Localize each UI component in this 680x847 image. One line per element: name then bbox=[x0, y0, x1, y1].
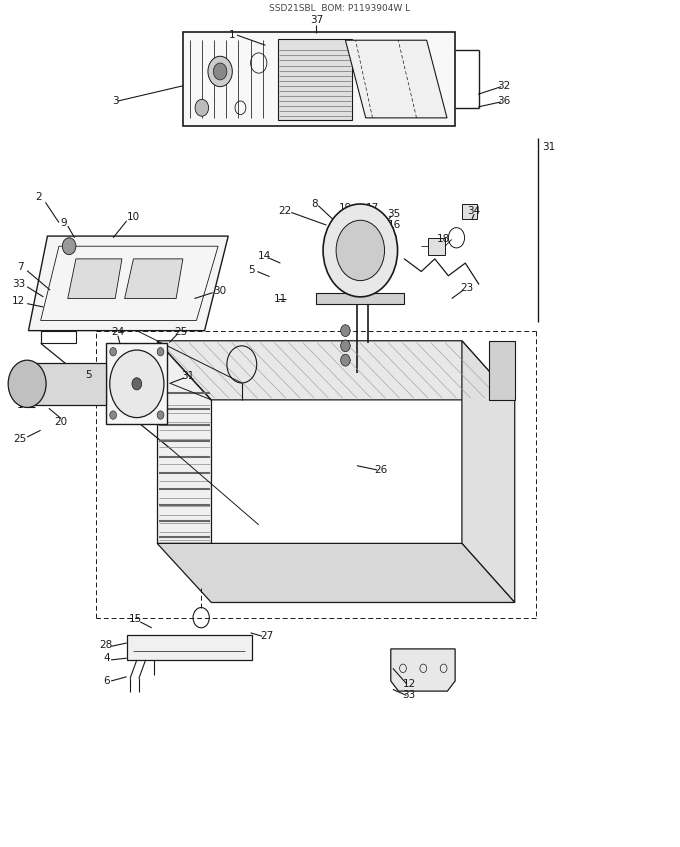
Circle shape bbox=[208, 56, 233, 86]
Polygon shape bbox=[68, 259, 122, 298]
Circle shape bbox=[157, 347, 164, 356]
Text: 22: 22 bbox=[278, 206, 291, 216]
Text: 16: 16 bbox=[388, 220, 401, 230]
Text: 5: 5 bbox=[249, 265, 255, 275]
Text: 28: 28 bbox=[100, 639, 113, 650]
Polygon shape bbox=[391, 649, 455, 691]
Text: 12: 12 bbox=[12, 296, 25, 306]
Text: 25: 25 bbox=[174, 327, 188, 337]
Circle shape bbox=[341, 354, 350, 366]
Circle shape bbox=[214, 63, 227, 80]
Circle shape bbox=[157, 411, 164, 419]
Circle shape bbox=[132, 378, 141, 390]
Text: 10: 10 bbox=[127, 212, 140, 222]
Text: 23: 23 bbox=[460, 284, 474, 293]
Circle shape bbox=[109, 347, 116, 356]
Text: 21: 21 bbox=[14, 378, 27, 388]
Circle shape bbox=[8, 360, 46, 407]
Text: 11: 11 bbox=[274, 294, 287, 303]
Circle shape bbox=[109, 411, 116, 419]
Text: 8: 8 bbox=[311, 199, 318, 209]
Polygon shape bbox=[124, 259, 183, 298]
Circle shape bbox=[323, 204, 398, 296]
Text: 1: 1 bbox=[228, 30, 235, 40]
Bar bbox=[316, 294, 405, 303]
Bar bbox=[277, 38, 352, 119]
Text: 2: 2 bbox=[17, 389, 24, 399]
Bar bbox=[106, 343, 167, 424]
Text: 19: 19 bbox=[339, 203, 352, 213]
Text: 4: 4 bbox=[103, 653, 109, 663]
Polygon shape bbox=[29, 236, 228, 330]
Text: 35: 35 bbox=[388, 209, 401, 219]
Text: 31: 31 bbox=[181, 371, 194, 381]
Circle shape bbox=[109, 350, 164, 418]
Bar bbox=[462, 204, 477, 219]
Text: 26: 26 bbox=[374, 465, 387, 475]
Text: 12: 12 bbox=[403, 678, 415, 689]
Circle shape bbox=[341, 340, 350, 352]
Text: 29: 29 bbox=[384, 233, 397, 243]
Text: 31: 31 bbox=[542, 141, 555, 152]
Polygon shape bbox=[345, 40, 447, 118]
Bar bbox=[183, 32, 455, 126]
Text: 24: 24 bbox=[112, 327, 124, 337]
Text: 32: 32 bbox=[497, 80, 511, 91]
Text: 27: 27 bbox=[260, 631, 273, 641]
Text: 5: 5 bbox=[85, 369, 91, 379]
Text: 34: 34 bbox=[467, 206, 481, 216]
Text: 13: 13 bbox=[30, 366, 44, 376]
Circle shape bbox=[63, 238, 76, 255]
Text: 37: 37 bbox=[309, 15, 323, 25]
Text: 36: 36 bbox=[497, 96, 511, 106]
Text: 25: 25 bbox=[14, 434, 27, 444]
Text: 38: 38 bbox=[373, 274, 386, 283]
Bar bbox=[428, 238, 445, 255]
Polygon shape bbox=[462, 340, 515, 602]
Circle shape bbox=[336, 220, 384, 280]
Text: 6: 6 bbox=[103, 676, 109, 686]
Text: 1: 1 bbox=[17, 400, 24, 410]
Bar bbox=[27, 363, 106, 405]
Text: 15: 15 bbox=[129, 614, 142, 624]
Text: 14: 14 bbox=[258, 252, 271, 262]
Polygon shape bbox=[157, 340, 515, 400]
Text: 9: 9 bbox=[61, 218, 67, 228]
Text: 18: 18 bbox=[437, 235, 449, 245]
Circle shape bbox=[366, 274, 375, 286]
Text: 33: 33 bbox=[12, 280, 25, 289]
Text: 30: 30 bbox=[213, 286, 226, 296]
Text: 20: 20 bbox=[54, 417, 67, 427]
Text: 3: 3 bbox=[112, 96, 118, 106]
Circle shape bbox=[195, 99, 209, 116]
Polygon shape bbox=[157, 340, 211, 544]
Text: 17: 17 bbox=[366, 203, 379, 213]
Polygon shape bbox=[157, 544, 515, 602]
Text: 33: 33 bbox=[403, 690, 415, 700]
Circle shape bbox=[341, 324, 350, 336]
Text: 2: 2 bbox=[35, 192, 42, 202]
Bar bbox=[126, 634, 252, 660]
Text: SSD21SBL  BOM: P1193904W L: SSD21SBL BOM: P1193904W L bbox=[269, 4, 411, 13]
Text: 7: 7 bbox=[17, 263, 24, 273]
Polygon shape bbox=[489, 340, 515, 400]
